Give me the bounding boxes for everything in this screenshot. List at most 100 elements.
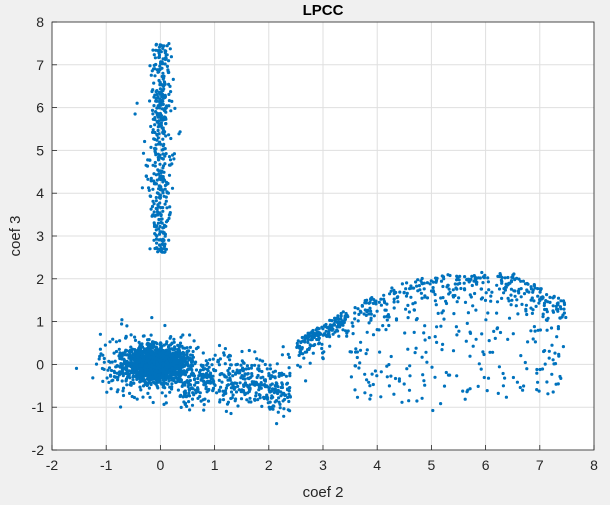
scatter-point: [116, 375, 120, 379]
scatter-point: [155, 210, 160, 214]
scatter-point: [187, 400, 191, 404]
scatter-point: [179, 335, 183, 339]
scatter-point: [532, 299, 536, 303]
scatter-point: [359, 340, 363, 344]
scatter-point: [165, 64, 169, 68]
scatter-point: [158, 351, 162, 355]
scatter-point: [271, 407, 275, 411]
scatter-point: [400, 282, 404, 286]
scatter-point: [247, 377, 251, 381]
scatter-point: [228, 372, 232, 376]
scatter-point: [110, 360, 114, 364]
scatter-point: [163, 242, 167, 246]
scatter-point: [482, 375, 486, 380]
y-axis-ticks: -2 -1 0 1 2 3 4 5 6 7 8: [32, 14, 57, 458]
scatter-point: [120, 318, 124, 322]
scatter-point: [179, 405, 183, 409]
scatter-point: [163, 49, 167, 53]
scatter-point: [373, 369, 377, 373]
scatter-point: [262, 395, 266, 399]
scatter-point: [457, 296, 461, 300]
scatter-point: [155, 353, 159, 357]
scatter-point: [408, 364, 412, 368]
scatter-point: [509, 303, 513, 307]
scatter-point: [551, 304, 555, 308]
scatter-point: [190, 368, 194, 372]
scatter-point: [153, 67, 157, 71]
scatter-point: [187, 394, 192, 398]
scatter-point: [162, 130, 166, 134]
scatter-point: [298, 344, 302, 348]
scatter-point: [138, 357, 142, 361]
scatter-point: [369, 393, 373, 397]
scatter-point: [493, 336, 497, 340]
scatter-point: [311, 328, 315, 333]
scatter-point: [507, 316, 512, 320]
scatter-point: [249, 400, 253, 404]
scatter-point: [480, 332, 484, 336]
scatter-points: [74, 42, 568, 426]
scatter-point: [524, 303, 529, 307]
scatter-point: [422, 287, 426, 291]
scatter-point: [372, 314, 376, 318]
scatter-point: [144, 359, 148, 363]
scatter-point: [387, 323, 391, 328]
scatter-point: [420, 396, 424, 400]
scatter-point: [183, 373, 188, 377]
scatter-point: [155, 113, 159, 117]
scatter-point: [148, 64, 152, 68]
scatter-point: [132, 363, 136, 367]
scatter-point: [162, 108, 166, 112]
scatter-point: [504, 285, 508, 289]
scatter-point: [152, 182, 156, 186]
scatter-point: [464, 339, 468, 343]
scatter-point: [525, 312, 529, 317]
scatter-point: [340, 322, 344, 326]
scatter-point: [155, 89, 159, 93]
scatter-point: [196, 345, 200, 349]
scatter-point: [247, 348, 251, 353]
x-tick-label: 5: [428, 457, 436, 473]
scatter-point: [285, 381, 290, 385]
scatter-point: [156, 221, 160, 225]
scatter-point: [157, 155, 161, 159]
scatter-point: [159, 347, 163, 351]
scatter-point: [529, 329, 533, 333]
scatter-point: [102, 356, 106, 361]
scatter-point: [515, 298, 519, 302]
scatter-point: [217, 363, 221, 367]
scatter-point: [280, 371, 284, 375]
scatter-point: [154, 225, 158, 229]
y-tick-label: 6: [36, 100, 44, 116]
scatter-point: [389, 374, 393, 378]
scatter-point: [168, 376, 173, 380]
scatter-point: [377, 328, 381, 332]
scatter-point: [274, 383, 278, 388]
scatter-point: [281, 345, 285, 349]
scatter-point: [147, 186, 151, 190]
scatter-point: [236, 384, 240, 388]
scatter-point: [423, 294, 427, 298]
scatter-point: [153, 160, 157, 165]
scatter-point: [150, 370, 154, 375]
scatter-point: [266, 401, 270, 405]
scatter-point: [211, 378, 215, 382]
scatter-point: [163, 250, 167, 254]
scatter-point: [548, 295, 552, 299]
scatter-point: [300, 335, 304, 340]
scatter-point: [152, 221, 156, 225]
scatter-point: [147, 386, 151, 390]
scatter-point: [154, 237, 158, 241]
scatter-point: [557, 352, 561, 356]
scatter-point: [152, 202, 156, 206]
scatter-point: [163, 367, 167, 371]
scatter-point: [240, 359, 244, 363]
scatter-point: [107, 359, 111, 363]
scatter-point: [537, 389, 541, 393]
scatter-point: [170, 99, 174, 103]
scatter-point: [396, 295, 400, 299]
scatter-point: [258, 393, 262, 397]
scatter-point: [160, 83, 164, 87]
scatter-point: [161, 152, 165, 156]
scatter-point: [447, 287, 451, 291]
